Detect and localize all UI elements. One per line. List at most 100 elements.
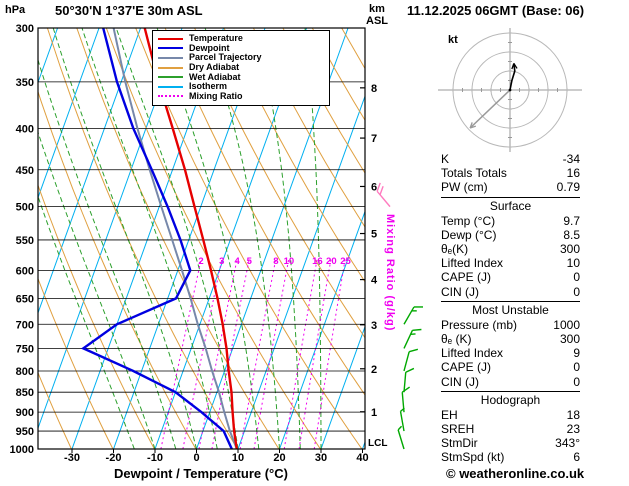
km-tick-label: 6	[371, 181, 377, 193]
stat-label: StmDir	[441, 436, 478, 451]
legend-swatch	[158, 95, 183, 98]
hodo-ring	[452, 32, 568, 148]
x-tick-label: -30	[64, 452, 80, 464]
pressure-tick-label: 600	[16, 265, 34, 277]
stat-row: θₑ (K) 300	[441, 332, 580, 346]
mixing-ratio-line	[239, 258, 277, 449]
legend-swatch	[158, 47, 183, 50]
stat-label: CIN (J)	[441, 374, 479, 389]
mixing-ratio-value-label: 25	[340, 256, 351, 267]
skewt-plot-area	[38, 28, 365, 449]
stat-value: 9.7	[563, 213, 580, 228]
wind-barb	[403, 348, 419, 372]
pressure-tick-label: 950	[16, 426, 34, 438]
legend-label: Isotherm	[189, 81, 228, 92]
stat-row: Dewp (°C) 8.5	[441, 228, 580, 242]
wind-barb	[403, 328, 422, 349]
stat-row: EH 18	[441, 408, 580, 422]
mixing-ratio-line	[211, 258, 250, 449]
mixing-ratio-line	[160, 258, 202, 449]
legend-swatch	[158, 37, 183, 40]
legend-item: Isotherm	[158, 82, 325, 92]
wind-barb	[403, 367, 415, 393]
stat-row: CIN (J) 0	[441, 285, 580, 299]
parcel-trajectory-trace	[112, 28, 238, 449]
stat-row: Temp (°C) 9.7	[441, 214, 580, 228]
legend-label: Wet Adiabat	[189, 71, 241, 82]
stat-label: StmSpd (kt)	[441, 450, 505, 465]
mixing-ratio-line	[298, 258, 332, 449]
stat-value: 1000	[553, 317, 580, 332]
legend-label: Parcel Trajectory	[189, 52, 262, 63]
x-tick-label: -10	[147, 452, 163, 464]
stat-label: Lifted Index	[441, 346, 504, 361]
isotherm-line	[38, 28, 100, 200]
stats-section: Surface Temp (°C) 9.7 Dewp (°C) 8.5 θₑ(K) 300 L…	[441, 196, 580, 299]
legend-swatch	[158, 56, 183, 59]
stat-value: 9	[573, 346, 580, 361]
pressure-tick-label: 500	[16, 202, 34, 214]
legend-item: Temperature	[158, 34, 325, 44]
indices-table: K -34 Totals Totals 16 PW (cm) 0.79 Surface Tem…	[441, 152, 580, 465]
hodograph-unit-label: kt	[448, 34, 458, 46]
stat-row: Totals Totals 16	[441, 166, 580, 180]
km-tick-label: 7	[371, 133, 377, 145]
stats-section-title: Most Unstable	[472, 302, 549, 317]
stat-label: Pressure (mb)	[441, 317, 518, 332]
stat-value: 6	[573, 450, 580, 465]
stat-value: 16	[566, 166, 580, 181]
pressure-unit-label: hPa	[5, 4, 26, 16]
stat-value: 0	[573, 374, 580, 389]
x-tick-label: 40	[356, 452, 368, 464]
stat-label: Dewp (°C)	[441, 227, 497, 242]
legend-item: Wet Adiabat	[158, 72, 325, 82]
pressure-tick-label: 800	[16, 366, 34, 378]
x-tick-label: 30	[315, 452, 327, 464]
isotherm-line	[38, 28, 142, 315]
copyright-label: © weatheronline.co.uk	[446, 466, 585, 481]
pressure-tick-label: 550	[16, 235, 34, 247]
stat-value: -34	[562, 152, 580, 166]
stat-value: 300	[559, 332, 580, 347]
wet-adiabat-line	[204, 28, 280, 449]
stat-label: Temp (°C)	[441, 213, 496, 228]
km-tick-label: 1	[371, 407, 377, 419]
mixing-ratio-value-label: 8	[273, 256, 278, 267]
stat-label: CIN (J)	[441, 284, 479, 299]
mixing-ratio-value-label: 5	[247, 256, 253, 267]
hodo-ring	[471, 51, 549, 129]
stat-label: Totals Totals	[441, 166, 507, 181]
stat-label: θₑ(K)	[441, 242, 469, 257]
mixing-ratio-line	[198, 258, 238, 449]
stat-value: 18	[566, 407, 580, 422]
wet-adiabat-line	[304, 28, 322, 449]
mixing-ratio-value-label: 16	[312, 256, 323, 267]
stat-label: SREH	[441, 422, 475, 437]
x-tick-label: 20	[273, 452, 285, 464]
stats-section-title: Surface	[489, 198, 532, 213]
stat-value: 8.5	[563, 227, 580, 242]
legend-item: Dewpoint	[158, 43, 325, 54]
stat-value: 0.79	[556, 180, 580, 195]
stats-section-title: Hodograph	[480, 392, 541, 407]
legend-swatch	[158, 66, 183, 69]
x-tick-label: -20	[106, 452, 122, 464]
station-title: 50°30'N 1°37'E 30m ASL	[55, 3, 203, 18]
stat-row: StmSpd (kt) 6	[441, 450, 580, 464]
stat-value: 10	[566, 256, 580, 271]
isotherm-line	[237, 94, 365, 449]
isotherm-line	[279, 210, 365, 449]
km-tick-label: 4	[371, 275, 378, 287]
stat-label: θₑ (K)	[441, 332, 472, 347]
dewpoint-trace	[80, 28, 233, 449]
x-tick-label: 10	[232, 452, 244, 464]
stat-row: SREH 23	[441, 422, 580, 436]
wind-barb	[376, 182, 391, 208]
mixing-ratio-value-label: 3	[219, 256, 224, 267]
hodo-storm-vector	[469, 89, 511, 129]
legend-label: Mixing Ratio	[189, 90, 243, 101]
pressure-tick-label: 750	[16, 343, 34, 355]
dry-adiabat-line	[38, 371, 72, 449]
legend-label: Dry Adiabat	[189, 62, 240, 73]
